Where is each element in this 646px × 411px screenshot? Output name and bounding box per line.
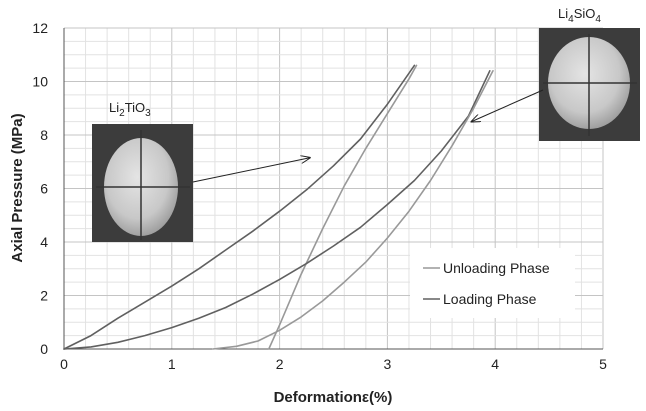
legend-label-unloading: Unloading Phase [443, 260, 550, 276]
inset-li4sio4-label: Li4SiO4 [558, 6, 601, 25]
legend: Unloading Phase Loading Phase [410, 248, 575, 318]
x-tick-label: 3 [384, 356, 392, 372]
x-axis-title: Deformationε(%) [274, 389, 393, 406]
series-line-li4sio4-loading [63, 70, 491, 350]
series-line-li4sio4-unloading [212, 70, 494, 350]
y-tick-labels: 0 2 4 6 8 10 12 [32, 20, 48, 357]
y-tick-label: 10 [32, 74, 48, 90]
x-tick-labels: 0 1 2 3 4 5 [60, 356, 607, 372]
x-tick-label: 0 [60, 356, 68, 372]
inset-li4sio4: Li4SiO4 [539, 6, 640, 141]
y-tick-label: 2 [40, 288, 48, 304]
y-tick-label: 6 [40, 181, 48, 197]
x-tick-label: 1 [168, 356, 176, 372]
x-tick-label: 2 [276, 356, 284, 372]
series-lines [63, 64, 494, 350]
axes [63, 28, 603, 350]
y-tick-label: 0 [40, 341, 48, 357]
legend-label-loading: Loading Phase [443, 291, 537, 307]
arrow-li2tio3 [192, 158, 310, 183]
series-line-li2tio3-unloading [267, 64, 418, 350]
y-tick-label: 12 [32, 20, 48, 36]
inset-li2tio3: Li2TiO3 [92, 100, 193, 242]
x-tick-label: 4 [491, 356, 499, 372]
y-tick-label: 8 [40, 127, 48, 143]
arrow-li4sio4 [471, 89, 544, 122]
y-tick-label: 4 [40, 234, 48, 250]
legend-box [410, 248, 575, 318]
x-tick-label: 5 [599, 356, 607, 372]
y-axis-title: Axial Pressure (MPa) [9, 113, 26, 262]
inset-li2tio3-label: Li2TiO3 [109, 100, 151, 119]
series-line-li2tio3-loading [63, 64, 416, 350]
